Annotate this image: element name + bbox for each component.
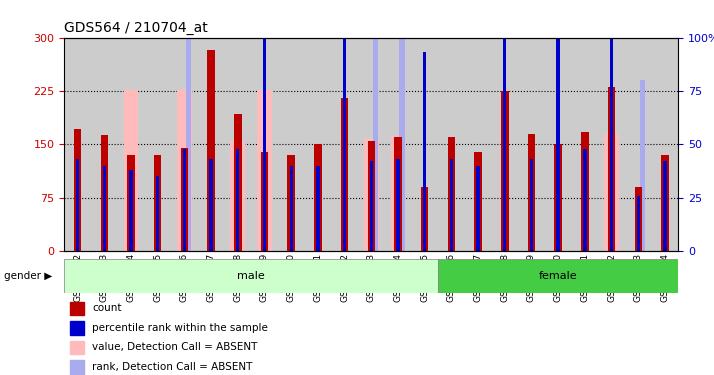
Text: percentile rank within the sample: percentile rank within the sample — [92, 323, 268, 333]
Bar — [635, 187, 642, 251]
Bar — [438, 259, 678, 292]
Bar — [236, 148, 239, 251]
Bar — [661, 155, 669, 251]
Text: female: female — [539, 271, 578, 280]
Bar — [71, 340, 84, 354]
Bar — [370, 162, 373, 251]
Bar — [154, 155, 161, 251]
Text: male: male — [237, 271, 265, 280]
Bar — [448, 137, 455, 251]
Bar — [530, 159, 533, 251]
Text: rank, Detection Call = ABSENT: rank, Detection Call = ABSENT — [92, 362, 252, 372]
Bar — [399, 0, 405, 251]
Bar — [610, 0, 613, 251]
Bar — [263, 0, 266, 251]
Bar — [289, 166, 293, 251]
Bar — [394, 137, 402, 251]
Bar — [501, 91, 508, 251]
Bar — [183, 148, 186, 251]
Text: GDS564 / 210704_at: GDS564 / 210704_at — [64, 21, 208, 35]
Bar — [156, 177, 159, 251]
Bar — [124, 90, 139, 251]
Bar — [450, 159, 453, 251]
Bar — [637, 196, 640, 251]
Bar — [209, 159, 213, 251]
Bar — [64, 259, 438, 292]
Bar — [101, 135, 108, 251]
Bar — [186, 0, 191, 251]
Bar — [71, 360, 84, 374]
Bar — [257, 90, 272, 251]
Bar — [71, 302, 84, 315]
Bar — [391, 136, 406, 251]
Bar — [396, 159, 400, 251]
Bar — [177, 90, 192, 251]
Bar — [288, 155, 295, 251]
Bar — [129, 170, 133, 251]
Bar — [234, 114, 241, 251]
Text: value, Detection Call = ABSENT: value, Detection Call = ABSENT — [92, 342, 257, 352]
Bar — [423, 53, 426, 251]
Bar — [207, 50, 215, 251]
Bar — [316, 166, 320, 251]
Text: count: count — [92, 303, 121, 313]
Bar — [71, 321, 84, 334]
Bar — [74, 129, 81, 251]
Bar — [364, 139, 378, 251]
Bar — [373, 0, 378, 251]
Bar — [556, 0, 560, 251]
Bar — [181, 148, 188, 251]
Bar — [608, 87, 615, 251]
Bar — [261, 152, 268, 251]
Text: gender ▶: gender ▶ — [4, 271, 52, 280]
Bar — [555, 144, 562, 251]
Bar — [476, 166, 480, 251]
Bar — [343, 0, 346, 251]
Bar — [368, 141, 375, 251]
Bar — [341, 98, 348, 251]
Bar — [581, 132, 588, 251]
Bar — [314, 144, 321, 251]
Bar — [103, 166, 106, 251]
Bar — [663, 162, 667, 251]
Bar — [231, 141, 246, 251]
Bar — [503, 0, 506, 251]
Bar — [127, 155, 135, 251]
Bar — [640, 80, 645, 251]
Bar — [421, 187, 428, 251]
Bar — [474, 152, 482, 251]
Bar — [528, 134, 536, 251]
Bar — [76, 159, 79, 251]
Bar — [583, 148, 586, 251]
Bar — [604, 134, 619, 251]
